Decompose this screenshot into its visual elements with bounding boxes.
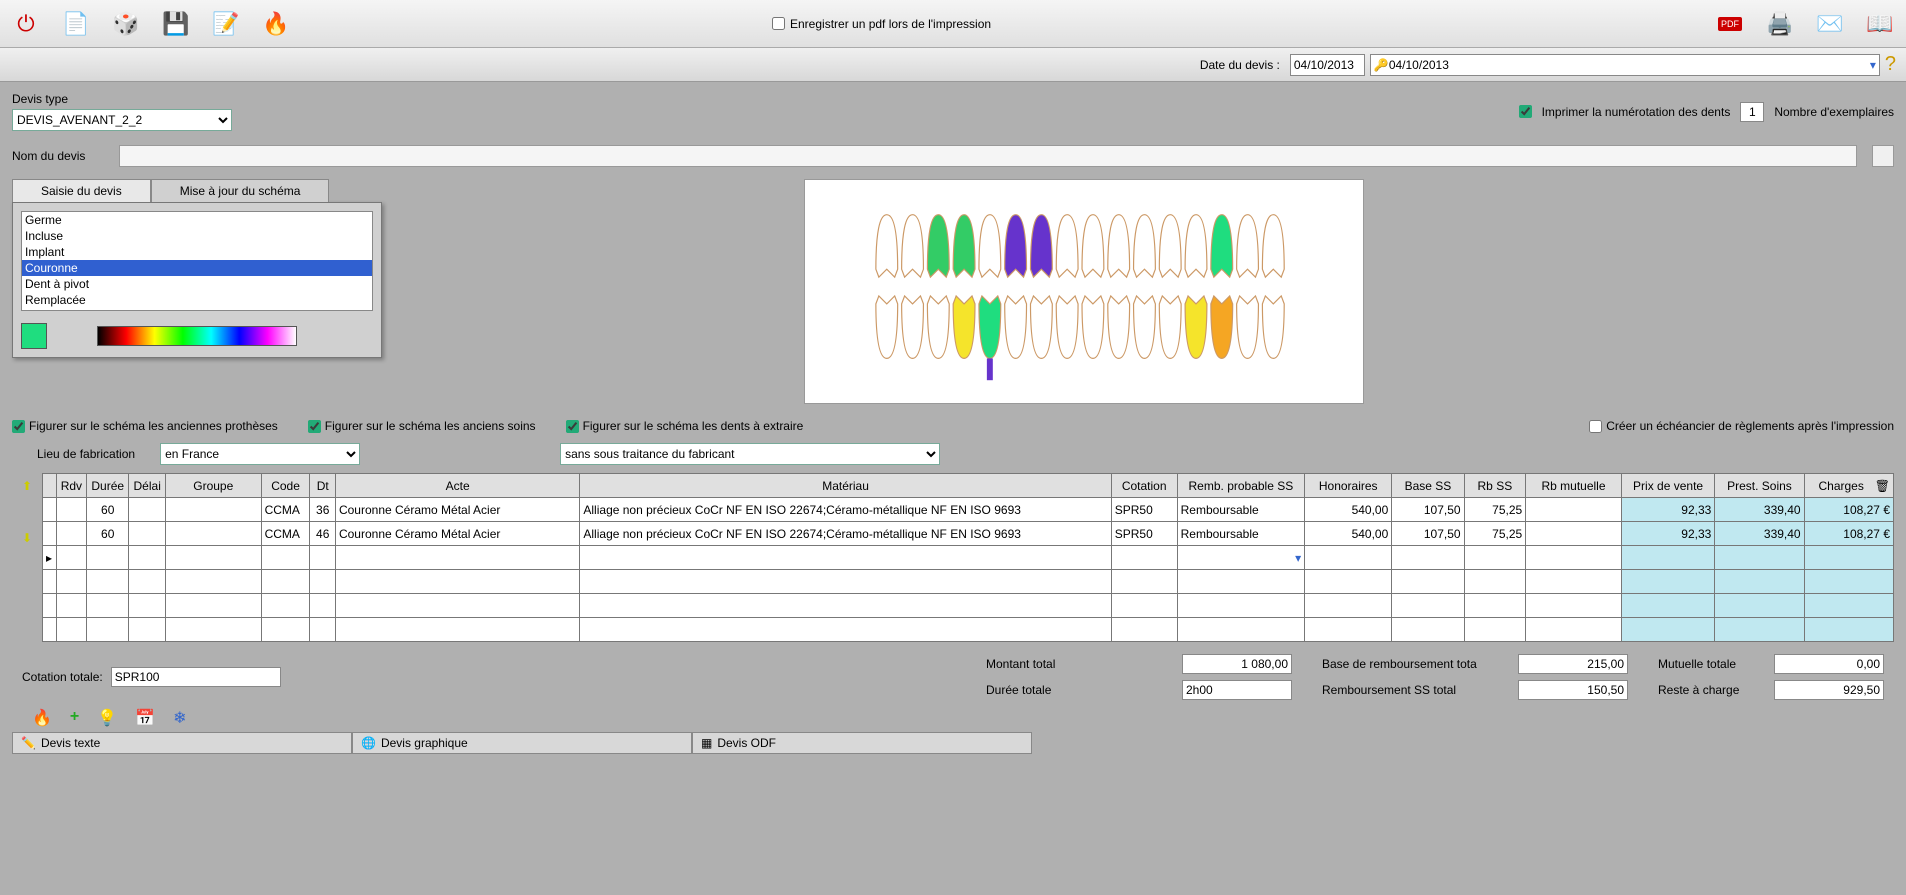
cotation-input[interactable] xyxy=(111,667,281,687)
mail-icon[interactable]: ✉️ xyxy=(1814,8,1846,40)
loc-select-2[interactable]: sans sous traitance du fabricant xyxy=(560,443,940,465)
col-header[interactable]: Remb. probable SS xyxy=(1177,474,1305,498)
table-row[interactable]: ▸▾ xyxy=(43,546,1894,570)
base-total xyxy=(1518,654,1628,674)
row-down-icon[interactable]: ⬇ xyxy=(12,525,42,551)
copies-input[interactable] xyxy=(1740,102,1764,122)
chk-anc-proth[interactable] xyxy=(12,420,25,433)
col-header[interactable]: Rb mutuelle xyxy=(1526,474,1622,498)
nom-devis-button[interactable] xyxy=(1872,145,1894,167)
new-doc-icon[interactable]: 📄 xyxy=(60,8,92,40)
col-header[interactable]: Code xyxy=(261,474,310,498)
acts-table: RdvDuréeDélaiGroupeCodeDtActeMatériauCot… xyxy=(42,473,1894,642)
col-header[interactable]: Base SS xyxy=(1392,474,1464,498)
col-header[interactable]: Durée xyxy=(86,474,129,498)
flame-icon[interactable]: 🔥 xyxy=(260,8,292,40)
pencil-icon: ✏️ xyxy=(21,736,36,750)
flame-mini-icon[interactable]: 🔥 xyxy=(32,708,52,728)
btab-odf[interactable]: ▦Devis ODF xyxy=(692,732,1032,754)
row-up-icon[interactable]: ⬆ xyxy=(12,473,42,499)
col-header[interactable]: Rb SS xyxy=(1464,474,1526,498)
teeth-diagram[interactable] xyxy=(804,179,1364,404)
pdf-icon[interactable]: PDF xyxy=(1714,8,1746,40)
rembss-total xyxy=(1518,680,1628,700)
loc-select-1[interactable]: en France xyxy=(160,443,360,465)
list-option[interactable]: Implant xyxy=(22,244,372,260)
table-row[interactable]: 60CCMA46Couronne Céramo Métal AcierAllia… xyxy=(43,522,1894,546)
copies-label: Nombre d'exemplaires xyxy=(1774,105,1894,119)
table-row[interactable]: 60CCMA36Couronne Céramo Métal AcierAllia… xyxy=(43,498,1894,522)
mut-total xyxy=(1774,654,1884,674)
pdf-checkbox[interactable] xyxy=(772,17,785,30)
book-icon[interactable]: 📖 xyxy=(1864,8,1896,40)
col-header[interactable]: Charges 🗑 xyxy=(1804,474,1893,498)
top-toolbar: ⏻ 📄 🎲 💾 📝 🔥 Enregistrer un pdf lors de l… xyxy=(0,0,1906,48)
date-row: Date du devis : 🔑04/10/2013▾ ? xyxy=(0,48,1906,82)
schema-type-list[interactable]: GermeIncluseImplantCouronneDent à pivotR… xyxy=(21,211,373,311)
edit-doc-icon[interactable]: 📝 xyxy=(210,8,242,40)
color-spectrum[interactable] xyxy=(97,326,297,346)
col-header[interactable]: Dt xyxy=(310,474,336,498)
devis-type-label: Devis type xyxy=(12,92,232,106)
col-header[interactable]: Rdv xyxy=(56,474,86,498)
date-label: Date du devis : xyxy=(1200,58,1280,72)
cotation-label: Cotation totale: xyxy=(22,670,103,684)
table-row[interactable] xyxy=(43,618,1894,642)
print-icon[interactable]: 🖨️ xyxy=(1764,8,1796,40)
cube-icon[interactable]: 🎲 xyxy=(110,8,142,40)
tab-maj[interactable]: Mise à jour du schéma xyxy=(151,179,330,202)
nom-devis-label: Nom du devis xyxy=(12,149,104,163)
col-header[interactable]: Honoraires xyxy=(1305,474,1392,498)
print-num-label: Imprimer la numérotation des dents xyxy=(1542,105,1731,119)
loc-label: Lieu de fabrication xyxy=(37,447,135,461)
chk-extraire[interactable] xyxy=(566,420,579,433)
chk-echeancier[interactable] xyxy=(1589,420,1602,433)
calendar-icon[interactable]: 📅 xyxy=(135,708,155,728)
montant-total xyxy=(1182,654,1292,674)
help-icon[interactable]: ? xyxy=(1885,53,1896,76)
tab-saisie[interactable]: Saisie du devis xyxy=(12,179,151,202)
duree-total xyxy=(1182,680,1292,700)
date-select[interactable]: 🔑04/10/2013▾ xyxy=(1370,54,1880,76)
list-option[interactable]: Incluse xyxy=(22,228,372,244)
pdf-checkbox-label: Enregistrer un pdf lors de l'impression xyxy=(790,17,991,31)
col-header[interactable]: Prest. Soins xyxy=(1715,474,1804,498)
col-header[interactable]: Acte xyxy=(335,474,579,498)
selected-color-swatch[interactable] xyxy=(21,323,47,349)
plus-icon[interactable]: + xyxy=(70,708,79,728)
list-option[interactable]: Couronne xyxy=(22,260,372,276)
print-num-checkbox[interactable] xyxy=(1519,105,1532,118)
col-header[interactable] xyxy=(43,474,57,498)
chk-anc-soins[interactable] xyxy=(308,420,321,433)
bulb-icon[interactable]: 💡 xyxy=(97,708,117,728)
col-header[interactable]: Matériau xyxy=(580,474,1111,498)
col-header[interactable]: Délai xyxy=(129,474,166,498)
btab-texte[interactable]: ✏️Devis texte xyxy=(12,732,352,754)
col-header[interactable]: Groupe xyxy=(165,474,261,498)
power-icon[interactable]: ⏻ xyxy=(10,8,42,40)
list-option[interactable]: Dent à pivot xyxy=(22,276,372,292)
col-header[interactable]: Cotation xyxy=(1111,474,1177,498)
date-input[interactable] xyxy=(1290,54,1365,76)
table-row[interactable] xyxy=(43,570,1894,594)
devis-type-select[interactable]: DEVIS_AVENANT_2_2 xyxy=(12,109,232,131)
list-option[interactable]: Remplacée xyxy=(22,292,372,308)
reste-total xyxy=(1774,680,1884,700)
table-row[interactable] xyxy=(43,594,1894,618)
snowflake-icon[interactable]: ❄ xyxy=(173,708,186,728)
globe-icon: 🌐 xyxy=(361,736,376,750)
save-icon[interactable]: 💾 xyxy=(160,8,192,40)
list-option[interactable]: Germe xyxy=(22,212,372,228)
col-header[interactable]: Prix de vente xyxy=(1621,474,1715,498)
grid-icon: ▦ xyxy=(701,736,712,750)
nom-devis-input[interactable] xyxy=(119,145,1857,167)
btab-graph[interactable]: 🌐Devis graphique xyxy=(352,732,692,754)
